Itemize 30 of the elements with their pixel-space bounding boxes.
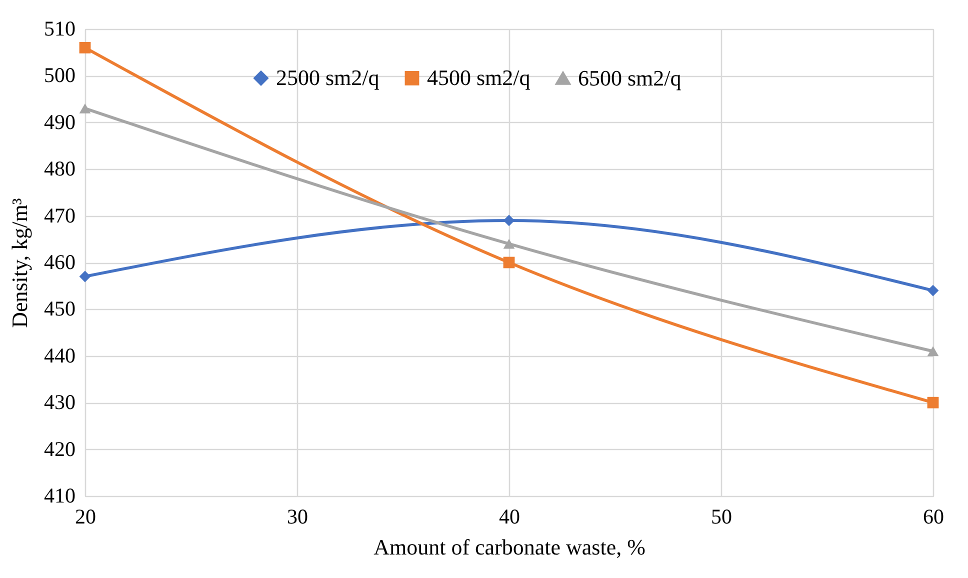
x-tick-label: 40: [499, 504, 520, 528]
point: [927, 284, 939, 296]
legend-label: 6500 sm2/q: [578, 66, 682, 90]
y-tick-label: 470: [44, 203, 76, 228]
y-tick-label: 440: [44, 343, 76, 368]
y-tick-label: 420: [44, 436, 76, 461]
point: [927, 346, 939, 356]
y-tick-label: 500: [44, 63, 76, 88]
legend-label: 4500 sm2/q: [427, 65, 530, 90]
y-tick-label: 480: [44, 156, 76, 181]
point: [79, 42, 91, 54]
y-tick-label: 490: [44, 110, 76, 134]
y-tick-label: 450: [44, 296, 76, 321]
point: [503, 256, 515, 268]
x-tick-label: 60: [923, 504, 944, 528]
x-tick-label: 30: [287, 504, 308, 528]
legend-label: 2500 sm2/q: [276, 65, 380, 90]
point: [503, 238, 515, 249]
point: [79, 103, 91, 114]
x-axis-title: Amount of carbonate waste, %: [374, 534, 646, 560]
point: [503, 214, 515, 226]
y-tick-label: 430: [44, 390, 76, 414]
y-tick-label: 410: [44, 484, 76, 508]
x-tick-label: 50: [711, 504, 732, 528]
point: [79, 270, 91, 282]
y-tick-label: 510: [44, 16, 76, 40]
y-axis-title: Density, kg/m³: [7, 198, 32, 328]
point: [927, 396, 939, 408]
y-tick-label: 460: [44, 250, 76, 274]
x-tick-label: 20: [75, 504, 96, 528]
